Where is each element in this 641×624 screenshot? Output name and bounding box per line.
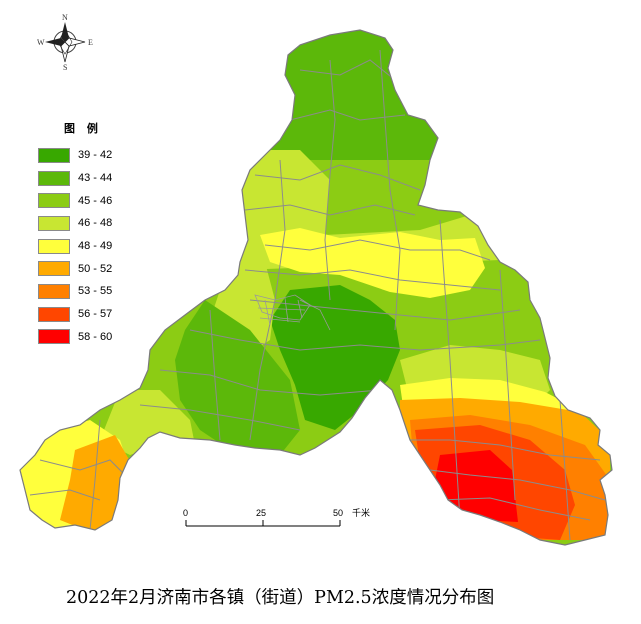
legend-label: 46 - 48 (78, 217, 113, 230)
compass-inner-star (57, 29, 73, 55)
legend-label: 45 - 46 (78, 194, 113, 207)
legend-item: 46 - 48 (38, 212, 148, 235)
zone-north-43-44 (270, 30, 450, 160)
zone-southwest-43-44 (175, 300, 300, 455)
legend-swatch (38, 170, 70, 186)
map-title: 2022年2月济南市各镇（街道）PM2.5浓度情况分布图 (66, 588, 495, 608)
legend-swatch (38, 306, 70, 322)
compass-west-arrow (45, 38, 65, 46)
compass-e-label: E (88, 38, 93, 47)
scale-label-25: 25 (256, 508, 266, 518)
scale-label-0: 0 (183, 508, 188, 518)
township-boundaries (29, 49, 606, 541)
legend-item: 56 - 57 (38, 303, 148, 326)
legend-item: 45 - 46 (38, 189, 148, 212)
compass-s-label: S (63, 63, 67, 72)
legend-label: 58 - 60 (78, 330, 113, 343)
legend-swatch (38, 238, 70, 254)
legend-swatch (38, 283, 70, 299)
legend-label: 39 - 42 (78, 149, 113, 162)
compass-north-arrow (61, 22, 69, 42)
legend: 图 例 39 - 42 43 - 44 45 - 46 46 - 48 48 -… (38, 120, 148, 348)
urban-boundary-cluster (254, 294, 331, 331)
legend-item: 43 - 44 (38, 167, 148, 190)
legend-label: 48 - 49 (78, 240, 113, 253)
legend-item: 39 - 42 (38, 144, 148, 167)
compass-rose: N S E W (37, 13, 93, 72)
legend-swatch (38, 193, 70, 209)
legend-label: 53 - 55 (78, 285, 113, 298)
legend-label: 56 - 57 (78, 308, 113, 321)
legend-item: 58 - 60 (38, 326, 148, 349)
scale-label-50: 50 (333, 508, 343, 518)
legend-swatch (38, 261, 70, 277)
legend-swatch (38, 215, 70, 231)
legend-title: 图 例 (64, 122, 102, 135)
legend-item: 48 - 49 (38, 235, 148, 258)
compass-w-label: W (37, 38, 45, 47)
zone-central-48-49 (260, 228, 485, 298)
scale-bar: 0 25 50 千米 (183, 507, 370, 527)
legend-item: 53 - 55 (38, 280, 148, 303)
legend-swatch (38, 329, 70, 345)
legend-item: 50 - 52 (38, 257, 148, 280)
zone-south-58-60 (435, 450, 518, 522)
legend-swatch (38, 147, 70, 163)
scale-unit-label: 千米 (352, 507, 370, 518)
compass-n-label: N (62, 13, 68, 22)
compass-east-arrow (64, 37, 86, 47)
legend-items: 39 - 42 43 - 44 45 - 46 46 - 48 48 - 49 … (38, 144, 148, 348)
legend-label: 50 - 52 (78, 262, 113, 275)
legend-label: 43 - 44 (78, 172, 113, 185)
